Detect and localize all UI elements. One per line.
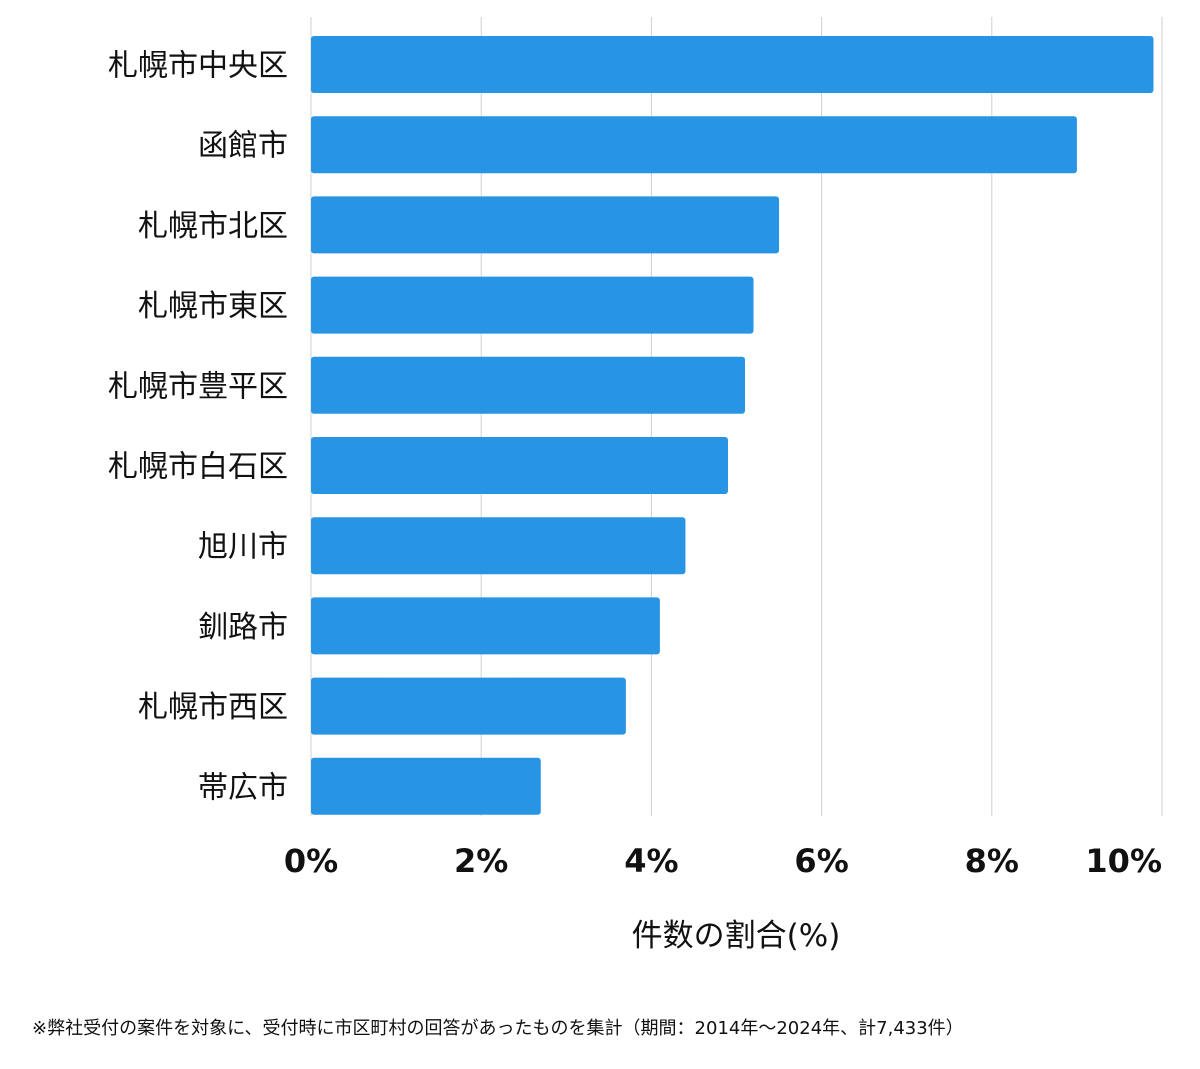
bars: [311, 36, 1154, 815]
x-tick-label: 8%: [965, 842, 1019, 880]
category-label: 札幌市豊平区: [108, 369, 288, 404]
x-tick-label: 10%: [1085, 842, 1162, 880]
bar: [311, 757, 541, 815]
x-tick-label: 6%: [794, 842, 848, 880]
category-label: 札幌市西区: [138, 690, 288, 725]
x-axis-title: 件数の割合(%): [632, 918, 841, 954]
category-label: 札幌市東区: [138, 289, 288, 324]
x-tick-label: 2%: [454, 842, 508, 880]
x-tick-label: 0%: [284, 842, 338, 880]
x-tick-label: 4%: [624, 842, 678, 880]
bar: [311, 276, 754, 334]
bar: [311, 677, 626, 735]
category-label: 帯広市: [198, 770, 288, 805]
category-labels: 札幌市中央区函館市札幌市北区札幌市東区札幌市豊平区札幌市白石区旭川市釧路市札幌市…: [108, 49, 288, 806]
bar: [311, 36, 1154, 93]
category-label: 函館市: [198, 129, 288, 164]
footnote: ※弊社受付の案件を対象に、受付時に市区町村の回答があったものを集計（期間：201…: [32, 1018, 964, 1039]
bar: [311, 196, 780, 254]
bar: [311, 356, 746, 414]
category-label: 札幌市北区: [138, 209, 288, 244]
bar: [311, 517, 686, 575]
category-label: 釧路市: [198, 610, 288, 645]
bar-chart: 札幌市中央区函館市札幌市北区札幌市東区札幌市豊平区札幌市白石区旭川市釧路市札幌市…: [108, 17, 1163, 954]
bar: [311, 437, 728, 494]
category-label: 旭川市: [198, 530, 288, 565]
x-tick-labels: 0% 2% 4% 6% 8% 10%: [284, 842, 1162, 880]
bar: [311, 597, 660, 655]
category-label: 札幌市中央区: [108, 49, 288, 84]
category-label: 札幌市白石区: [108, 450, 288, 485]
bar: [311, 116, 1077, 174]
